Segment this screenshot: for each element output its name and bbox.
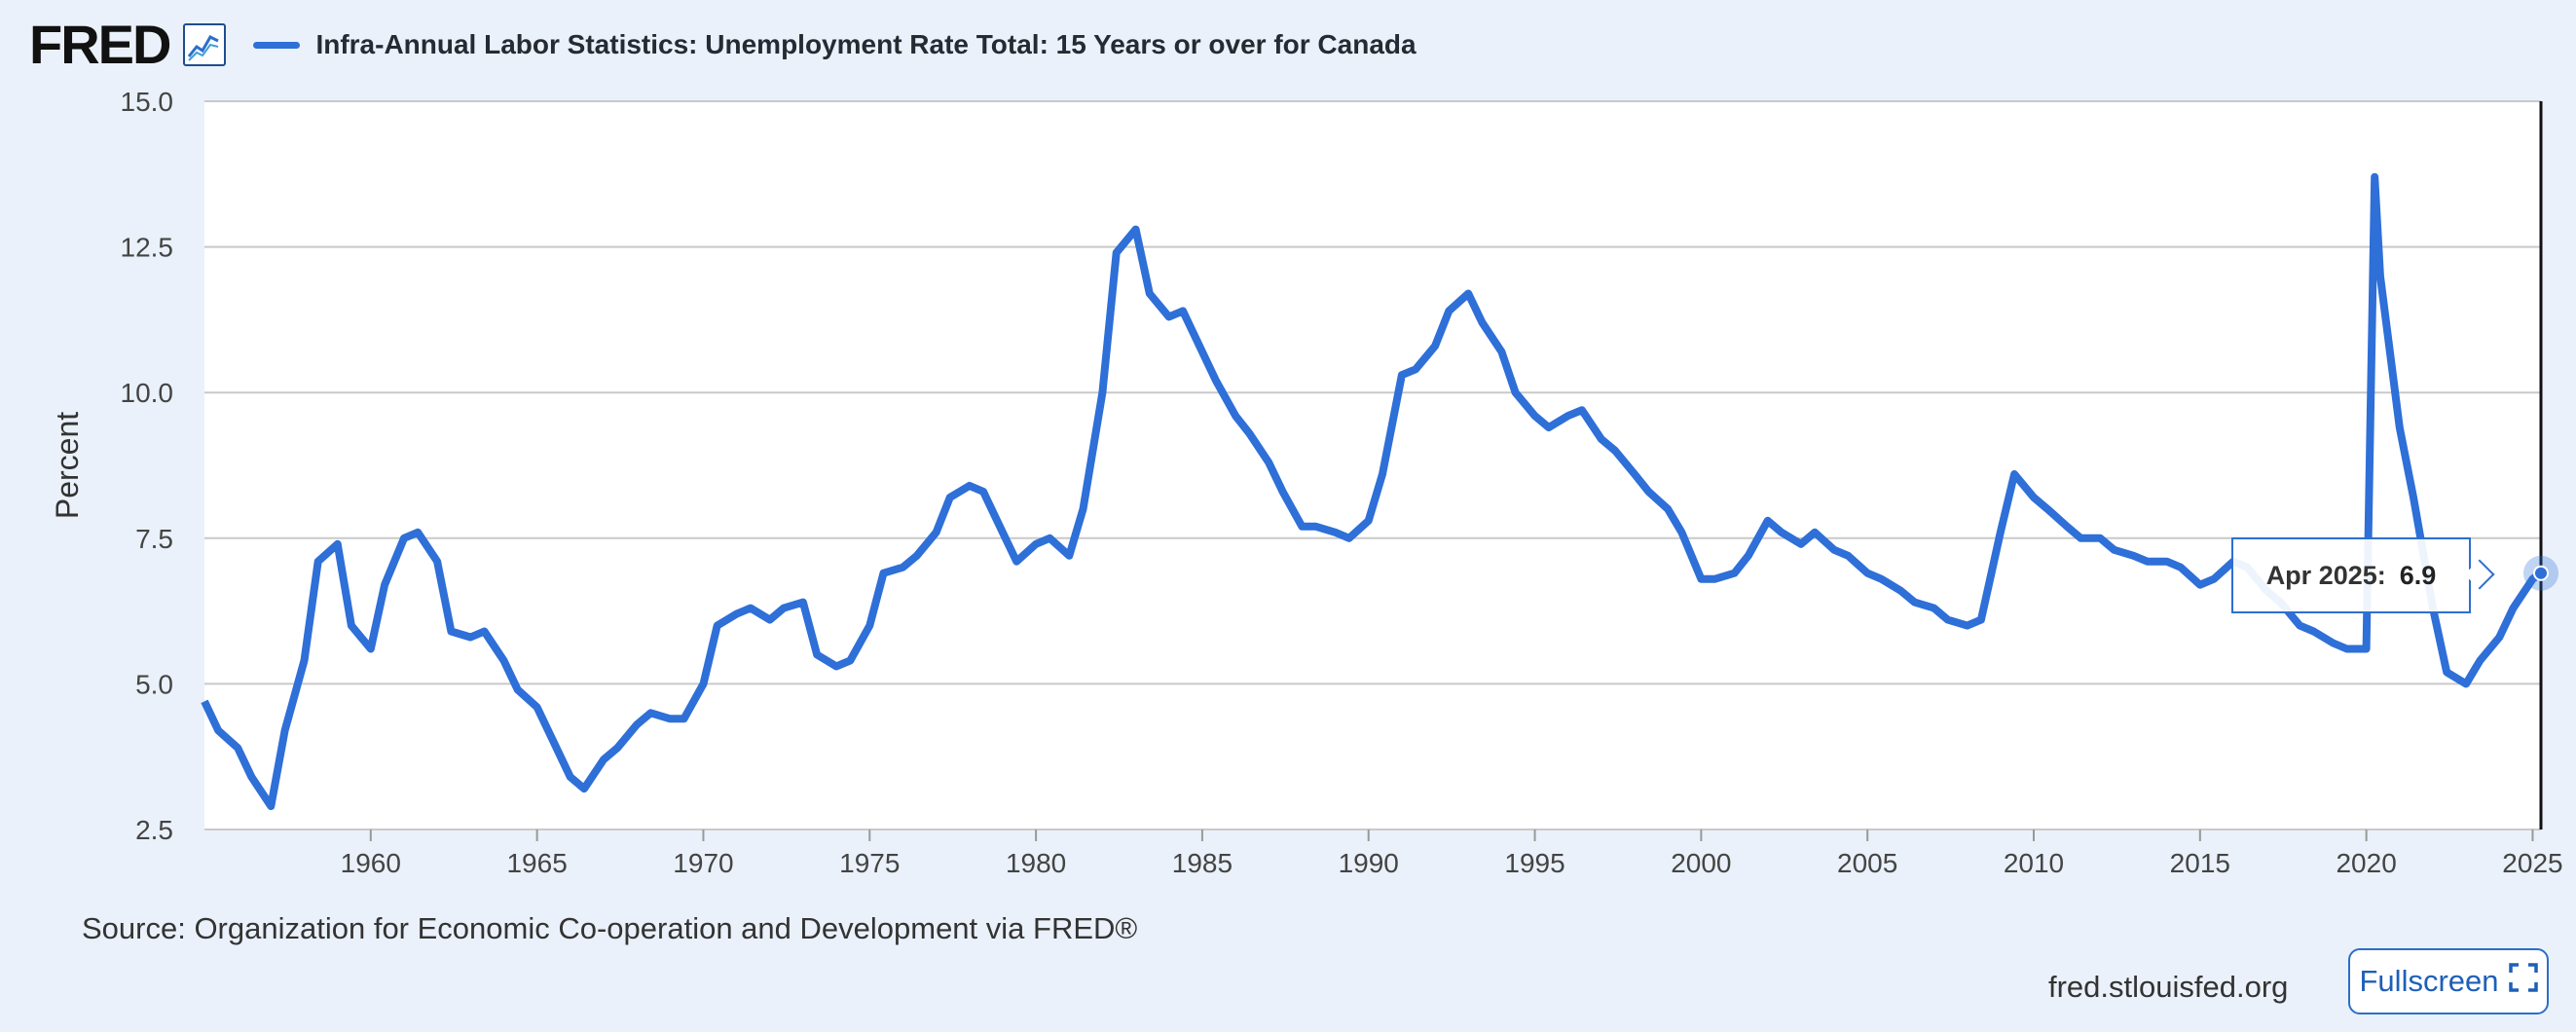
x-tick-label: 1990 (1339, 848, 1399, 878)
series-title: Infra-Annual Labor Statistics: Unemploym… (315, 29, 1417, 59)
fullscreen-icon (2508, 963, 2538, 1000)
fred-graph-icon (183, 23, 227, 66)
x-tick-label: 1985 (1172, 848, 1233, 878)
y-tick-label: 2.5 (135, 815, 173, 845)
plot-background (204, 101, 2541, 829)
tooltip-value: 6.9 (2399, 560, 2437, 590)
site-link[interactable]: fred.stlouisfed.org (2048, 970, 2289, 1004)
y-axis-label: Percent (50, 412, 85, 519)
x-tick-label: 1980 (1006, 848, 1066, 878)
legend-swatch (253, 41, 301, 49)
x-tick-label: 1965 (506, 848, 567, 878)
fred-logo[interactable]: FRED (29, 14, 171, 75)
series-line[interactable] (201, 172, 2544, 811)
y-tick-label: 15.0 (121, 87, 174, 117)
chart-header: FRED Infra-Annual Labor Statistics: Unem… (29, 14, 1417, 76)
fullscreen-label: Fullscreen (2359, 964, 2499, 998)
x-tick-label: 1970 (673, 848, 733, 878)
x-tick-label: 2025 (2502, 848, 2562, 878)
x-tick-label: 2000 (1671, 848, 1731, 878)
highlight-point[interactable] (2533, 565, 2549, 581)
x-tick-label: 2015 (2170, 848, 2230, 878)
source-note: Source: Organization for Economic Co-ope… (82, 911, 1138, 945)
x-tick-label: 2020 (2336, 848, 2396, 878)
tooltip-date: Apr 2025: (2265, 560, 2386, 590)
y-tick-label: 7.5 (135, 524, 173, 554)
tooltip: Apr 2025: 6.9 (2231, 537, 2471, 613)
x-tick-label: 1995 (1504, 848, 1564, 878)
x-tick-label: 1975 (839, 848, 900, 878)
y-tick-label: 5.0 (135, 669, 173, 699)
y-tick-label: 12.5 (121, 233, 174, 263)
x-tick-label: 2010 (2004, 848, 2064, 878)
x-tick-label: 1960 (341, 848, 401, 878)
x-tick-label: 2005 (1837, 848, 1897, 878)
fullscreen-button[interactable]: Fullscreen (2348, 948, 2549, 1014)
y-tick-label: 10.0 (121, 378, 174, 408)
